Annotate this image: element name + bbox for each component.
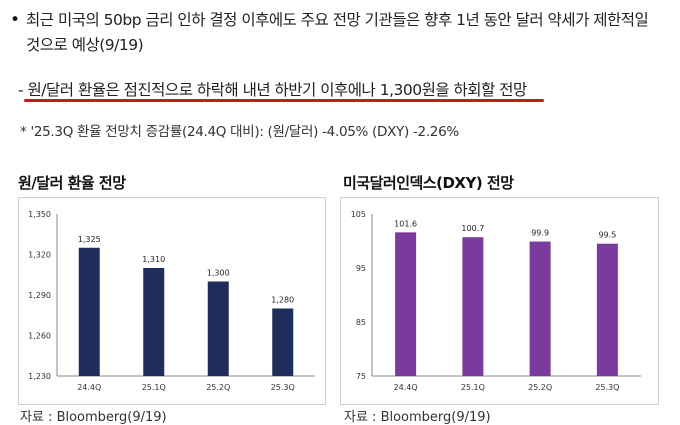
krw-y-tick-label: 1,350 [28,210,51,219]
headline-line-2: 것으로 예상(9/19) [26,36,144,54]
highlight-underline [24,99,544,102]
krw-chart: 1,230 1,260 1,290 1,320 1,350 1,325 24.4Q 1,310… [18,197,326,405]
krw-svg: 1,230 1,260 1,290 1,320 1,350 1,325 24.4Q 1,310… [28,210,315,392]
dxy-y-tick-label: 95 [356,264,366,273]
dxy-bar [395,232,417,376]
dxy-chart: 75 85 95 105 101.6 24.4Q 100.7 25.1Q 99.9 25.2Q 99… [340,197,659,405]
dxy-chart-title: 미국달러인덱스(DXY) 전망 [343,174,514,192]
dxy-data-label: 100.7 [461,224,484,233]
krw-bar [143,268,165,376]
dxy-svg: 75 85 95 105 101.6 24.4Q 100.7 25.1Q 99.9 25.2Q 99… [351,210,641,392]
sub-point: - 원/달러 환율은 점진적으로 하락해 내년 하반기 이후에나 1,300원을… [18,81,527,99]
krw-bar [207,281,229,376]
krw-x-tick-label: 25.3Q [271,383,295,392]
dxy-data-label: 99.5 [598,231,616,240]
krw-x-tick-label: 25.2Q [206,383,230,392]
krw-data-label: 1,325 [78,235,101,244]
dxy-data-label: 99.9 [531,229,549,238]
dxy-x-tick-label: 25.2Q [528,383,552,392]
dxy-y-tick-label: 105 [351,210,366,219]
krw-y-tick-label: 1,230 [28,372,51,381]
footnote: * '25.3Q 환율 전망치 증감률(24.4Q 대비): (원/달러) -4… [20,124,459,140]
dxy-bar [462,237,484,376]
dxy-x-tick-label: 25.1Q [461,383,485,392]
headline-bullet: • 최근 미국의 50bp 금리 인하 결정 이후에도 주요 전망 기관들은 향… [10,8,675,58]
dxy-bar [529,241,551,376]
krw-bar [272,308,294,376]
dxy-y-tick-label: 85 [356,318,366,327]
dxy-bar [596,243,618,376]
headline-line-1: 최근 미국의 50bp 금리 인하 결정 이후에도 주요 전망 기관들은 향후 … [26,11,649,29]
krw-bar [78,247,100,376]
dxy-chart-source: 자료 : Bloomberg(9/19) [344,410,491,425]
dxy-y-tick-label: 75 [356,372,366,381]
krw-data-label: 1,300 [207,269,230,278]
krw-data-label: 1,310 [142,255,165,264]
dxy-x-tick-label: 24.4Q [394,383,418,392]
krw-y-tick-label: 1,290 [28,291,51,300]
krw-chart-source: 자료 : Bloomberg(9/19) [20,410,167,425]
headline-text: 최근 미국의 50bp 금리 인하 결정 이후에도 주요 전망 기관들은 향후 … [26,8,649,58]
krw-data-label: 1,280 [271,296,294,305]
krw-x-tick-label: 24.4Q [77,383,101,392]
krw-y-tick-label: 1,260 [28,332,51,341]
krw-x-tick-label: 25.1Q [142,383,166,392]
bullet-dot: • [10,10,21,30]
krw-y-tick-label: 1,320 [28,251,51,260]
dxy-x-tick-label: 25.3Q [595,383,619,392]
krw-chart-title: 원/달러 환율 전망 [18,174,126,192]
dxy-data-label: 101.6 [394,219,417,228]
